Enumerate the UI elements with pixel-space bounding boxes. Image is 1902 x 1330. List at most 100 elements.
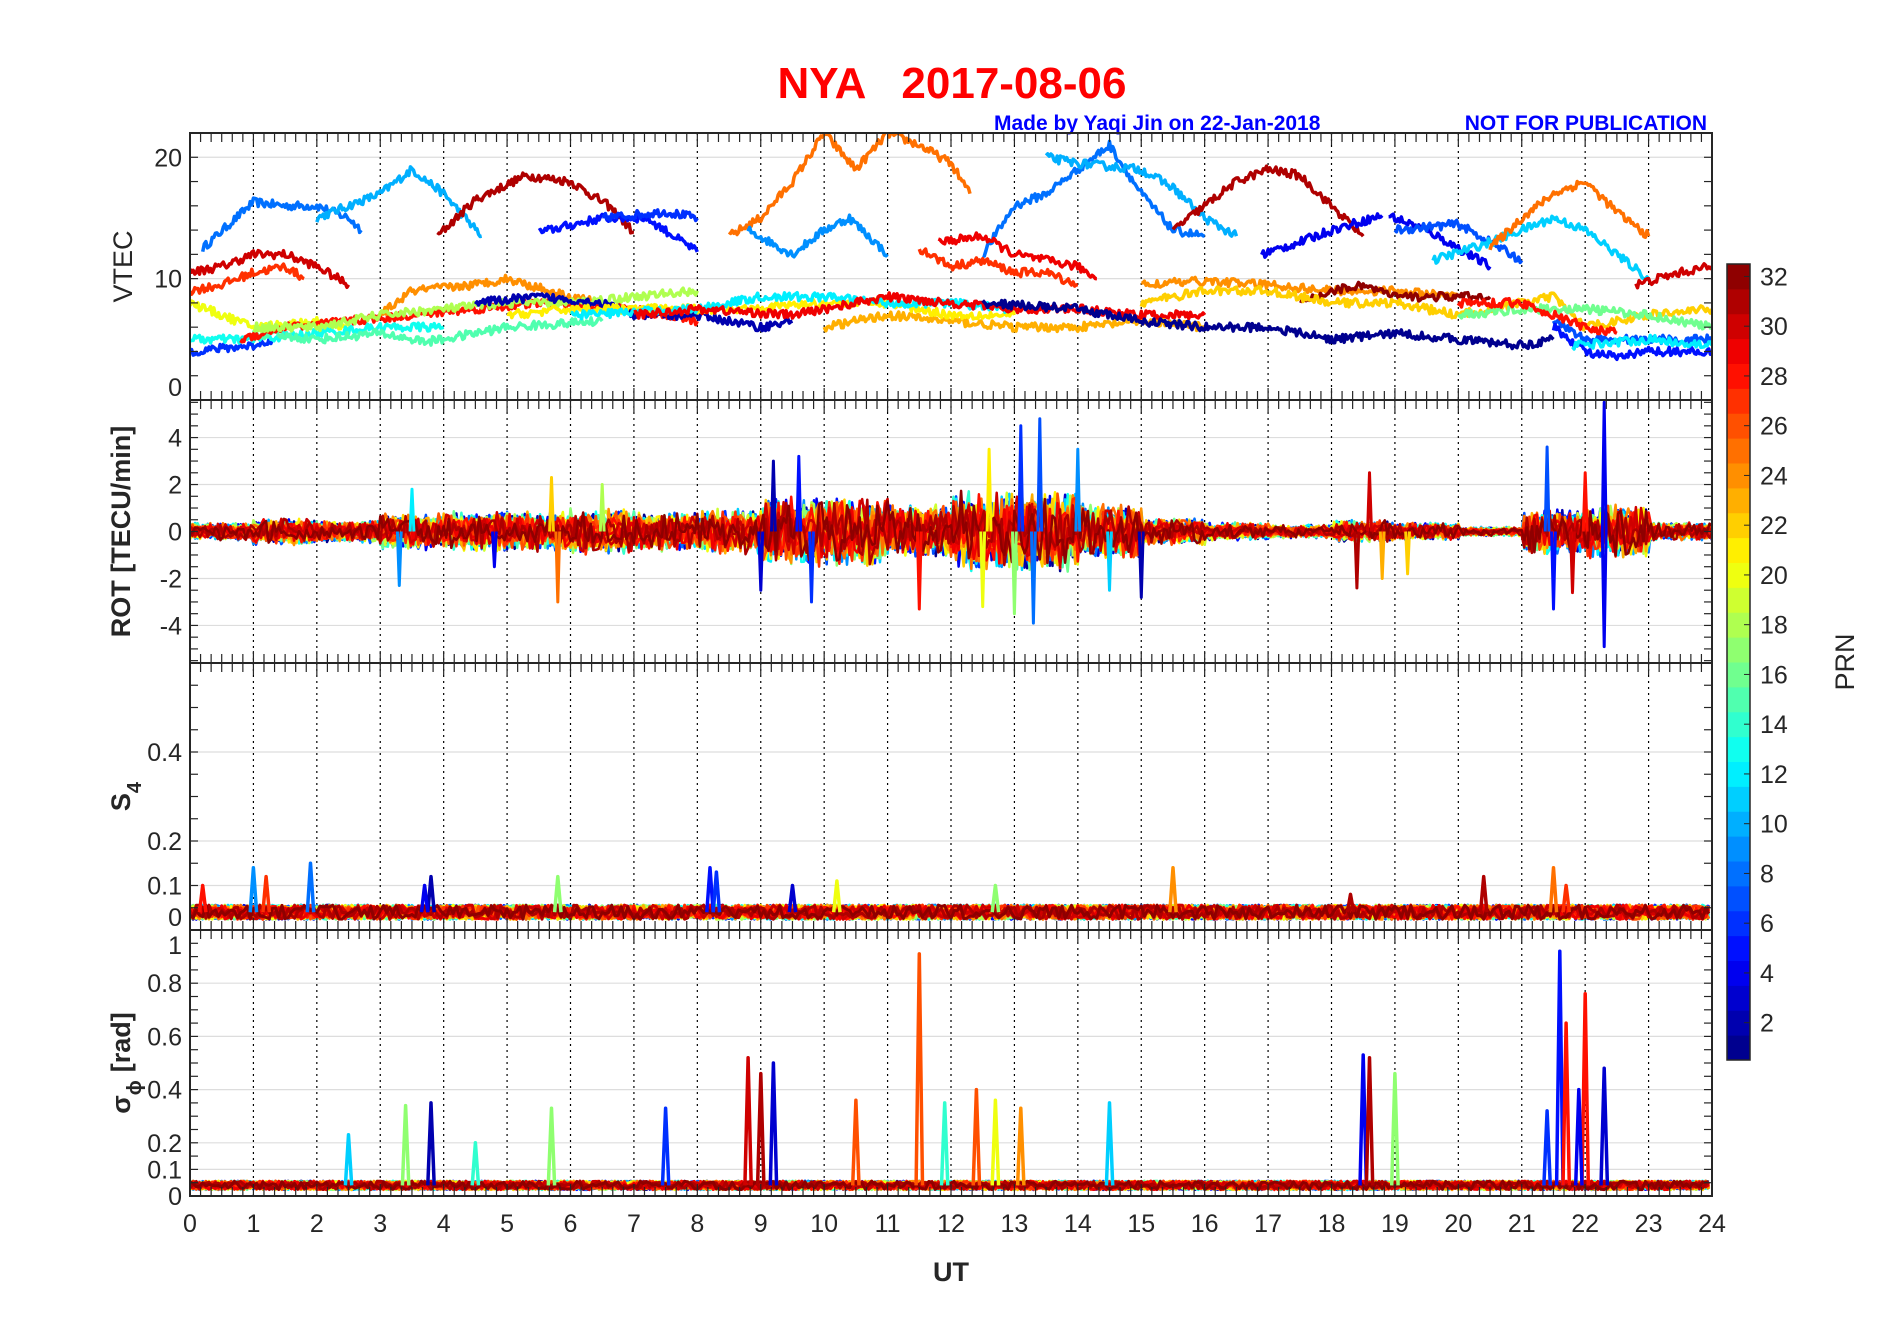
vtec-line-prn-6 <box>602 208 699 223</box>
s4-spike-prn-25 <box>1548 865 1559 913</box>
colorbar-level <box>1727 1010 1750 1036</box>
y-axis-label-sigma_phi: σϕ [rad] <box>106 1012 146 1113</box>
rot-spike-prn-9 <box>395 531 403 587</box>
x-tick-label: 5 <box>500 1210 514 1238</box>
vtec-line-prn-4 <box>1260 212 1384 259</box>
colorbar-level <box>1727 388 1750 414</box>
rot-line-prn-28 <box>190 493 1712 570</box>
vtec-line-prn-22 <box>1139 284 1712 332</box>
vtec-line-prn-6 <box>190 335 275 357</box>
y-tick-label: 0 <box>168 374 182 402</box>
colorbar-level <box>1727 910 1750 937</box>
colorbar-tick-label: 4 <box>1760 960 1774 988</box>
colorbar-level <box>1727 463 1750 489</box>
rot-spike-prn-28 <box>915 531 923 611</box>
s4-spike-prn-20 <box>831 879 842 913</box>
s4-spike-prn-3 <box>787 883 798 913</box>
y-axis-label-text: σ <box>106 1095 136 1113</box>
x-tick-label: 10 <box>810 1210 838 1238</box>
sigma_phi-spike-prn-26 <box>850 1098 861 1186</box>
rot-spike-prn-2 <box>770 459 777 532</box>
sigma_phi-spike-prn-26 <box>971 1087 982 1186</box>
rot-spike-prn-18 <box>598 483 606 532</box>
vtec-line-prn-2 <box>473 292 794 333</box>
colorbar-level <box>1727 487 1750 514</box>
colorbar-tick-label: 30 <box>1760 313 1788 341</box>
sigma_phi-spike-prn-17 <box>400 1103 411 1186</box>
s4-spike-prn-5 <box>705 865 715 913</box>
colorbar-level <box>1727 637 1750 663</box>
sigma_phi-spike-prn-11 <box>1104 1101 1115 1186</box>
x-tick-label: 9 <box>754 1210 768 1238</box>
sigma_phi-spike-prn-26 <box>914 952 925 1186</box>
credit-note: Made by Yaqi Jin on 22-Jan-2018 <box>994 112 1321 135</box>
publication-notice: NOT FOR PUBLICATION <box>1465 112 1707 135</box>
rot-spike-prn-11 <box>1106 531 1113 592</box>
x-tick-label: 2 <box>310 1210 324 1238</box>
y-axis-label-text: ROT [TECU/min] <box>106 426 136 637</box>
colorbar-level <box>1727 811 1750 837</box>
panel-sigma_phi: 00.10.2 0.4 0.6 0.8 1 σϕ [rad] <box>106 929 1713 1211</box>
colorbar-tick-label: 22 <box>1760 512 1788 540</box>
colorbar-level <box>1727 985 1750 1011</box>
colorbar-level <box>1727 612 1750 638</box>
y-tick-label: 10 <box>154 266 182 294</box>
y-axis-label-subscript: ϕ <box>124 1080 146 1095</box>
panel-vtec: 0 10 20 VTEC <box>108 132 1713 402</box>
sigma_phi-spike-prn-14 <box>470 1141 481 1186</box>
panel-rot: -4 -2 0 2 4 ROT [TECU/min] <box>106 399 1713 664</box>
data-layer <box>190 133 1712 362</box>
vtec-line-prn-11 <box>1431 214 1650 281</box>
x-tick-label: 19 <box>1381 1210 1409 1238</box>
colorbar-level <box>1727 761 1750 787</box>
x-tick-label: 0 <box>183 1210 197 1238</box>
colorbar-tick-label: 28 <box>1760 363 1788 391</box>
colorbar-tick-label: 20 <box>1760 562 1788 590</box>
vtec-line-prn-8 <box>200 196 363 253</box>
rot-spike-prn-8 <box>1030 531 1037 625</box>
sigma_phi-spike-prn-5 <box>1554 949 1565 1186</box>
y-tick-label: 0.4 <box>147 1077 182 1105</box>
rot-spike-prn-23 <box>1378 531 1386 580</box>
vtec-line-prn-25 <box>1488 179 1651 251</box>
rot-spike-prn-20 <box>979 531 987 609</box>
x-tick-label: 4 <box>437 1210 451 1238</box>
sigma_phi-spike-prn-4 <box>1573 1087 1584 1186</box>
colorbar-level <box>1727 786 1750 812</box>
vtec-line-prn-29 <box>633 291 1207 321</box>
sigma_phi-spike-prn-11 <box>343 1133 354 1186</box>
colorbar-tick-label: 16 <box>1760 661 1788 689</box>
y-tick-label: 0.1 <box>147 873 182 901</box>
colorbar-tick-label: 12 <box>1760 761 1788 789</box>
x-tick-label: 8 <box>690 1210 704 1238</box>
x-tick-labels: 0 1 2 3 4 5 6 7 8 9 10 11 12 13 14 15 16 17 18 19 20 21 22 23 24 <box>183 1210 1726 1238</box>
s4-spike-prn-24 <box>1168 865 1178 913</box>
s4-spike-prn-28 <box>197 883 208 913</box>
sigma_phi-spike-prn-14 <box>939 1101 950 1186</box>
s4-spike-prn-27 <box>261 874 272 913</box>
vtec-line-prn-9 <box>746 213 889 259</box>
y-axis-label-vtec: VTEC <box>108 230 138 302</box>
vtec-line-prn-7 <box>1393 218 1524 265</box>
y-tick-label: 0.2 <box>147 828 182 856</box>
x-tick-label: 23 <box>1635 1210 1663 1238</box>
sigma_phi-spike-prn-28 <box>1561 1021 1572 1186</box>
s4-spike-prn-27 <box>1561 883 1572 913</box>
x-tick-label: 18 <box>1318 1210 1346 1238</box>
rot-spike-prn-2 <box>1137 531 1145 599</box>
rot-spike-prn-6 <box>1017 424 1025 532</box>
y-tick-label: 0 <box>168 1183 182 1211</box>
s4-spike-prn-31 <box>1345 892 1356 913</box>
colorbar-tick-label: 18 <box>1760 612 1788 640</box>
sigma_phi-spike-prn-17 <box>1389 1071 1400 1186</box>
s4-spike-prn-8 <box>305 861 316 913</box>
rot-spike-prn-30 <box>1366 471 1373 532</box>
x-tick-label: 12 <box>937 1210 965 1238</box>
colorbar-level <box>1727 662 1750 688</box>
rot-spike-prn-9 <box>1074 447 1082 532</box>
data-layer <box>190 949 1711 1192</box>
colorbar-tick-label: 2 <box>1760 1010 1774 1038</box>
colorbar-tick-label: 26 <box>1760 413 1788 441</box>
vtec-line-prn-27 <box>917 247 1079 288</box>
